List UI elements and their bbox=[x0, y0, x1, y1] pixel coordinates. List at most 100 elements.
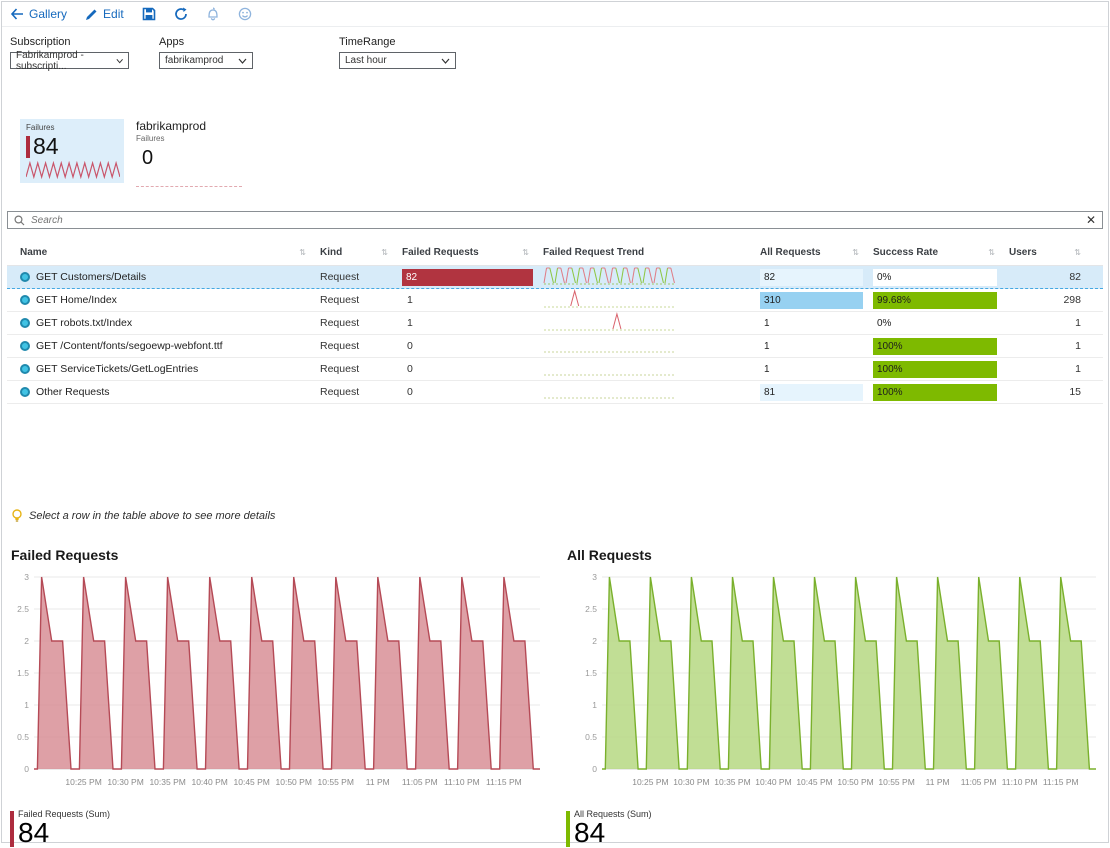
request-name-cell: GET Customers/Details bbox=[7, 271, 320, 283]
users-cell: 15 bbox=[1069, 386, 1081, 398]
gallery-button[interactable]: Gallery bbox=[10, 7, 67, 21]
search-bar: ✕ bbox=[7, 211, 1103, 229]
kind-cell: Request bbox=[320, 363, 360, 375]
table-row[interactable]: GET /Content/fonts/segoewp-webfont.ttf Re… bbox=[7, 335, 1103, 358]
failed-request-trend-cell bbox=[543, 358, 760, 380]
all-requests-heat-value: 1 bbox=[764, 363, 770, 375]
apps-dropdown[interactable]: fabrikamprod bbox=[159, 52, 253, 69]
svg-text:10:25 PM: 10:25 PM bbox=[632, 777, 668, 787]
sort-icon[interactable]: ⇅ bbox=[381, 247, 388, 257]
gallery-label: Gallery bbox=[29, 7, 68, 21]
clear-search-icon[interactable]: ✕ bbox=[1085, 213, 1096, 227]
all-requests-summary-value: 84 bbox=[574, 817, 606, 848]
svg-text:1.5: 1.5 bbox=[585, 668, 597, 678]
failed-requests-summary: Failed Requests (Sum) 84 bbox=[10, 809, 554, 847]
failed-request-trend-cell bbox=[543, 289, 760, 311]
search-icon bbox=[14, 214, 25, 225]
svg-text:0.5: 0.5 bbox=[585, 732, 597, 742]
table-row[interactable]: GET Customers/Details Request 82 82 0% 82 bbox=[7, 266, 1103, 289]
all-requests-chart-title: All Requests bbox=[567, 547, 652, 563]
request-name-cell: GET robots.txt/Index bbox=[7, 317, 320, 329]
failures-tile[interactable]: Failures 84 bbox=[20, 119, 124, 183]
notifications-button[interactable] bbox=[206, 7, 220, 21]
svg-text:11:15 PM: 11:15 PM bbox=[1043, 777, 1079, 787]
save-button[interactable] bbox=[142, 7, 156, 21]
timerange-label: TimeRange bbox=[339, 36, 396, 48]
all-requests-summary-label: All Requests (Sum) bbox=[574, 809, 652, 819]
success-rate-cell: 0% bbox=[873, 268, 1009, 286]
sort-icon[interactable]: ⇅ bbox=[988, 247, 995, 257]
all-requests-chart[interactable]: 0 0.5 1 1.5 2 2.5 3 10:25 PM 10:30 PM 10:35 PM 10:… bbox=[562, 569, 1106, 807]
request-icon bbox=[20, 387, 30, 397]
success-rate-value: 99.68% bbox=[877, 294, 911, 306]
sort-icon[interactable]: ⇅ bbox=[852, 247, 859, 257]
success-rate-value: 100% bbox=[877, 386, 903, 398]
sort-icon[interactable]: ⇅ bbox=[299, 247, 306, 257]
table-row[interactable]: GET robots.txt/Index Request 1 1 0% 1 bbox=[7, 312, 1103, 335]
column-header-all-requests[interactable]: All Requests ⇅ bbox=[760, 247, 873, 258]
lightbulb-icon bbox=[12, 509, 22, 522]
failures-accent-bar bbox=[26, 135, 30, 158]
failed-requests-summary-label: Failed Requests (Sum) bbox=[18, 809, 111, 819]
filter-bar: Subscription Fabrikamprod - subscripti..… bbox=[10, 36, 456, 72]
table-row[interactable]: Other Requests Request 0 81 100% 15 bbox=[7, 381, 1103, 404]
table-header-row: Name ⇅ Kind ⇅ Failed Requests ⇅ Failed Request… bbox=[7, 239, 1103, 266]
all-requests-cell: 1 bbox=[760, 315, 873, 332]
column-header-users[interactable]: Users ⇅ bbox=[1009, 247, 1095, 258]
hint-text: Select a row in the table above to see m… bbox=[29, 510, 276, 522]
table-row[interactable]: GET Home/Index Request 1 310 99.68% 298 bbox=[7, 289, 1103, 312]
success-rate-cell: 0% bbox=[873, 315, 1009, 332]
timerange-dropdown[interactable]: Last hour bbox=[339, 52, 456, 69]
column-header-kind[interactable]: Kind ⇅ bbox=[320, 247, 402, 258]
request-name: GET Customers/Details bbox=[36, 271, 147, 283]
request-name: GET ServiceTickets/GetLogEntries bbox=[36, 363, 199, 375]
request-name-cell: Other Requests bbox=[7, 386, 320, 398]
subscription-label: Subscription bbox=[10, 36, 71, 48]
edit-button[interactable]: Edit bbox=[85, 7, 124, 21]
request-icon bbox=[20, 272, 30, 282]
svg-text:10:30 PM: 10:30 PM bbox=[107, 777, 143, 787]
users-cell: 1 bbox=[1075, 363, 1081, 375]
sort-icon[interactable]: ⇅ bbox=[1074, 247, 1081, 257]
column-header-name[interactable]: Name ⇅ bbox=[7, 247, 320, 258]
feedback-button[interactable] bbox=[238, 7, 252, 21]
success-rate-bar-track: 100% bbox=[873, 360, 997, 378]
trend-sparkline bbox=[544, 397, 674, 399]
column-header-label: Name bbox=[20, 246, 48, 258]
subscription-dropdown[interactable]: Fabrikamprod - subscripti... bbox=[10, 50, 129, 72]
failed-request-trend-cell bbox=[543, 312, 760, 334]
sort-icon[interactable]: ⇅ bbox=[522, 247, 529, 257]
svg-text:1: 1 bbox=[592, 700, 597, 710]
column-header-success-rate[interactable]: Success Rate ⇅ bbox=[873, 247, 1009, 258]
refresh-icon bbox=[174, 7, 188, 21]
svg-text:11 PM: 11 PM bbox=[926, 777, 950, 787]
failed-request-trend-cell bbox=[543, 381, 760, 403]
failed-requests-chart-block: Failed Requests 0 0.5 1 1.5 2 2.5 3 10:25 PM 10:… bbox=[6, 547, 554, 847]
all-requests-cell: 82 bbox=[760, 268, 873, 286]
failed-requests-cell: 0 bbox=[402, 340, 543, 352]
app-failures-tile[interactable]: fabrikamprod Failures 0 bbox=[136, 119, 246, 187]
request-name-cell: GET ServiceTickets/GetLogEntries bbox=[7, 363, 320, 375]
app-tile-title: fabrikamprod bbox=[136, 119, 207, 133]
svg-text:10:50 PM: 10:50 PM bbox=[837, 777, 873, 787]
svg-text:2: 2 bbox=[592, 636, 597, 646]
failed-requests-value: 1 bbox=[407, 317, 413, 329]
svg-text:2.5: 2.5 bbox=[585, 604, 597, 614]
column-header-failed-requests[interactable]: Failed Requests ⇅ bbox=[402, 247, 543, 258]
failures-tile-label: Failures bbox=[26, 123, 55, 132]
failed-requests-chart[interactable]: 0 0.5 1 1.5 2 2.5 3 10:25 PM 10:30 PM 10:35 PM 10:… bbox=[6, 569, 550, 807]
all-requests-summary-bar bbox=[566, 811, 570, 847]
svg-text:0.5: 0.5 bbox=[17, 732, 29, 742]
svg-text:11:10 PM: 11:10 PM bbox=[1002, 777, 1038, 787]
failures-value: 84 bbox=[33, 133, 59, 159]
bell-icon bbox=[206, 7, 220, 21]
table-row[interactable]: GET ServiceTickets/GetLogEntries Request 0… bbox=[7, 358, 1103, 381]
svg-text:11:05 PM: 11:05 PM bbox=[961, 777, 997, 787]
requests-table: Name ⇅ Kind ⇅ Failed Requests ⇅ Failed Request… bbox=[7, 239, 1103, 404]
smiley-icon bbox=[238, 7, 252, 21]
refresh-button[interactable] bbox=[174, 7, 188, 21]
request-name: GET robots.txt/Index bbox=[36, 317, 133, 329]
request-name: GET Home/Index bbox=[36, 294, 117, 306]
search-input[interactable] bbox=[31, 214, 1080, 226]
